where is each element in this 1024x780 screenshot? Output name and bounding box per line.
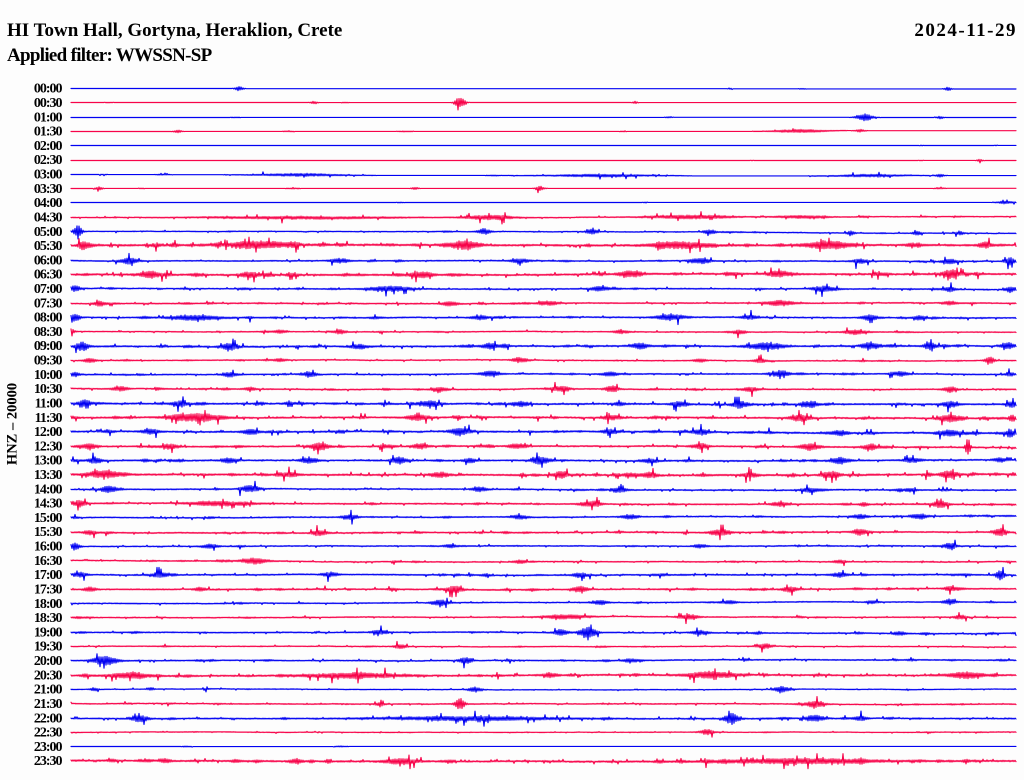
- svg-text:23:00: 23:00: [34, 740, 63, 755]
- svg-text:19:30: 19:30: [34, 640, 63, 655]
- svg-text:13:30: 13:30: [34, 468, 63, 483]
- svg-text:03:30: 03:30: [34, 182, 63, 197]
- svg-text:05:00: 05:00: [34, 225, 63, 240]
- svg-text:18:00: 18:00: [34, 597, 63, 612]
- svg-text:00:30: 00:30: [34, 96, 63, 111]
- svg-text:00:00: 00:00: [34, 82, 63, 97]
- svg-text:02:30: 02:30: [34, 153, 63, 168]
- svg-text:08:30: 08:30: [34, 325, 63, 340]
- svg-text:16:00: 16:00: [34, 540, 63, 555]
- svg-text:09:30: 09:30: [34, 354, 63, 369]
- svg-text:14:00: 14:00: [34, 482, 63, 497]
- svg-text:01:30: 01:30: [34, 125, 63, 140]
- svg-text:10:30: 10:30: [34, 382, 63, 397]
- svg-text:15:00: 15:00: [34, 511, 63, 526]
- svg-text:06:00: 06:00: [34, 253, 63, 268]
- svg-text:2024-11-29: 2024-11-29: [914, 20, 1017, 41]
- svg-text:08:00: 08:00: [34, 311, 63, 326]
- svg-text:Applied filter: WWSSN-SP: Applied filter: WWSSN-SP: [7, 45, 213, 66]
- svg-text:18:30: 18:30: [34, 611, 63, 626]
- svg-text:17:00: 17:00: [34, 568, 63, 583]
- svg-text:HNZ – 20000: HNZ – 20000: [5, 383, 21, 465]
- svg-text:21:30: 21:30: [34, 697, 63, 712]
- svg-text:17:30: 17:30: [34, 583, 63, 598]
- svg-text:12:30: 12:30: [34, 439, 63, 454]
- svg-text:22:30: 22:30: [34, 726, 63, 741]
- svg-text:22:00: 22:00: [34, 711, 63, 726]
- svg-text:20:30: 20:30: [34, 668, 63, 683]
- svg-text:23:30: 23:30: [34, 754, 63, 769]
- svg-text:07:00: 07:00: [34, 282, 63, 297]
- svg-text:02:00: 02:00: [34, 139, 63, 154]
- svg-text:06:30: 06:30: [34, 268, 63, 283]
- svg-text:10:00: 10:00: [34, 368, 63, 383]
- svg-text:11:00: 11:00: [35, 397, 63, 412]
- svg-text:16:30: 16:30: [34, 554, 63, 569]
- svg-text:01:00: 01:00: [34, 110, 63, 125]
- svg-text:04:00: 04:00: [34, 196, 63, 211]
- svg-text:04:30: 04:30: [34, 211, 63, 226]
- svg-text:12:00: 12:00: [34, 425, 63, 440]
- svg-text:09:00: 09:00: [34, 339, 63, 354]
- svg-text:21:00: 21:00: [34, 683, 63, 698]
- svg-text:11:30: 11:30: [35, 411, 63, 426]
- svg-text:20:00: 20:00: [34, 654, 63, 669]
- svg-text:13:00: 13:00: [34, 454, 63, 469]
- svg-text:07:30: 07:30: [34, 296, 63, 311]
- svg-text:03:00: 03:00: [34, 168, 63, 183]
- svg-text:HI Town Hall, Gortyna, Herakli: HI Town Hall, Gortyna, Heraklion, Crete: [7, 20, 342, 41]
- svg-text:15:30: 15:30: [34, 525, 63, 540]
- svg-text:14:30: 14:30: [34, 497, 63, 512]
- svg-text:19:00: 19:00: [34, 625, 63, 640]
- svg-text:05:30: 05:30: [34, 239, 63, 254]
